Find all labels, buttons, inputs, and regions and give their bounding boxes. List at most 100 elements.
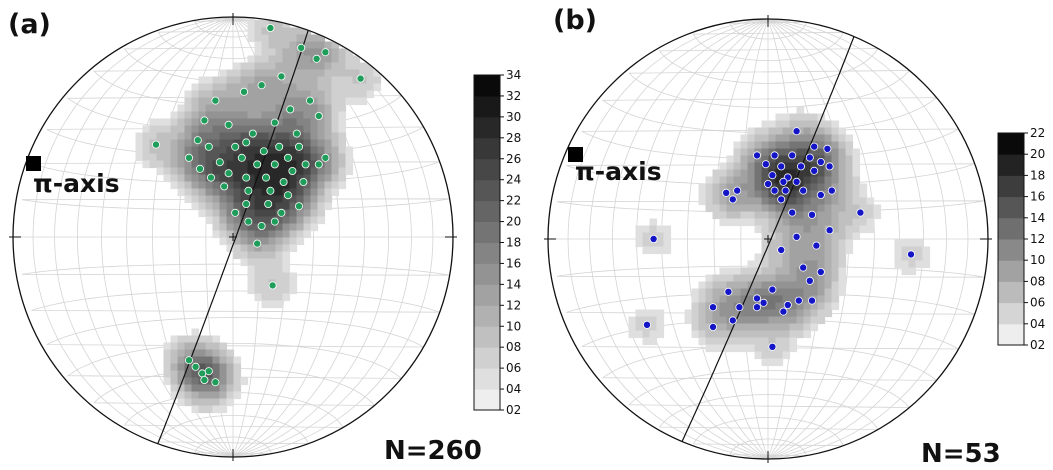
pole-point [312, 54, 321, 63]
pole-point [805, 153, 814, 162]
pole-point [257, 81, 266, 90]
pole-point [808, 296, 817, 305]
pole-point [266, 23, 275, 32]
pole-point [184, 153, 193, 162]
colorbar-tick-label: 10 [1030, 253, 1045, 267]
pole-point [277, 208, 286, 217]
pole-point [314, 112, 323, 121]
colorbar-tick-label: 04 [506, 382, 521, 396]
colorbar-tick-label: 12 [506, 298, 521, 312]
pole-point [753, 294, 762, 303]
pole-point [275, 142, 284, 151]
pole-point [753, 151, 762, 160]
pole-point [792, 127, 801, 136]
pole-point [907, 250, 916, 259]
pole-point [299, 177, 308, 186]
pole-point [242, 138, 251, 147]
colorbar-tick-label: 10 [506, 319, 521, 333]
pole-point [294, 202, 303, 211]
pole-point [242, 173, 251, 182]
colorbar-tick-label: 20 [506, 215, 521, 229]
pole-point [198, 369, 207, 378]
colorbar-band [998, 217, 1024, 240]
pole-point [286, 105, 295, 114]
n-label-b: N=53 [921, 439, 1001, 469]
pole-point [768, 342, 777, 351]
pole-point [781, 186, 790, 195]
pole-point [279, 177, 288, 186]
colorbar-tick-label: 28 [506, 131, 521, 145]
colorbar-tick-label: 16 [506, 256, 521, 270]
pole-point [777, 245, 786, 254]
pole-point [728, 195, 737, 204]
pole-point [253, 239, 262, 248]
poles-b [643, 127, 916, 351]
pole-point [204, 367, 213, 376]
colorbar-tick-label: 20 [1030, 147, 1045, 161]
colorbar-band [998, 281, 1024, 304]
pole-point [292, 129, 301, 138]
pole-point [294, 142, 303, 151]
pole-point [215, 158, 224, 167]
pole-point [200, 375, 209, 384]
pole-point [259, 147, 268, 156]
pole-point [261, 173, 270, 182]
pole-point [779, 307, 788, 316]
panel-label-a: (a) [8, 9, 51, 40]
colorbar-tick-label: 12 [1030, 232, 1045, 246]
colorbar-b: 02 04 06 08 10 12 14 16 18 20 22 [997, 126, 1045, 352]
pole-point [314, 160, 323, 169]
pole-point [283, 153, 292, 162]
colorbar-band [998, 239, 1024, 261]
colorbar-band [474, 263, 500, 285]
pole-point [823, 144, 832, 153]
colorbar-band [474, 221, 500, 243]
colorbar-band [474, 200, 500, 222]
pole-point [768, 285, 777, 294]
pole-point [244, 186, 253, 195]
pole-point [799, 186, 808, 195]
stereonet-b: (b) π-axis N=53 02 04 06 08 10 12 14 16 18 20 22 [544, 5, 1045, 469]
pole-point [283, 191, 292, 200]
colorbar-band [474, 137, 500, 160]
pole-point [200, 116, 209, 125]
great-circle-b [681, 36, 855, 442]
pole-point [792, 232, 801, 241]
pi-axis-marker-b [568, 147, 583, 162]
colorbar-band [998, 175, 1024, 198]
pole-point [777, 195, 786, 204]
pole-point [211, 378, 220, 387]
great-circle-a [157, 30, 309, 444]
pole-point [220, 182, 229, 191]
pole-point [237, 153, 246, 162]
pole-point [204, 142, 213, 151]
colorbar-band [474, 326, 500, 348]
poles-a [151, 23, 365, 387]
pole-point [816, 157, 825, 166]
colorbar-band [474, 305, 500, 327]
colorbar-tick-label: 16 [1030, 190, 1045, 204]
n-label-a: N=260 [384, 436, 482, 466]
colorbar-tick-label: 04 [1030, 317, 1045, 331]
pole-point [277, 72, 286, 81]
pole-point [777, 162, 786, 171]
colorbar-band [474, 284, 500, 306]
pole-point [356, 74, 365, 83]
colorbar-tick-label: 30 [506, 110, 521, 124]
panel-label-b: (b) [553, 5, 597, 36]
pole-point [779, 177, 788, 186]
pole-point [231, 208, 240, 217]
colorbar-band [474, 95, 500, 118]
pole-point [722, 188, 731, 197]
pole-point [783, 300, 792, 309]
pole-point [253, 160, 262, 169]
colorbar-band [474, 179, 500, 202]
pole-point [810, 166, 819, 175]
pole-point [799, 263, 808, 272]
colorbar-band [998, 323, 1024, 346]
pole-point [270, 118, 279, 127]
pi-axis-label-a: π-axis [33, 169, 120, 198]
colorbar-tick-label: 18 [506, 236, 521, 250]
pole-point [759, 298, 768, 307]
pole-point [709, 303, 718, 312]
